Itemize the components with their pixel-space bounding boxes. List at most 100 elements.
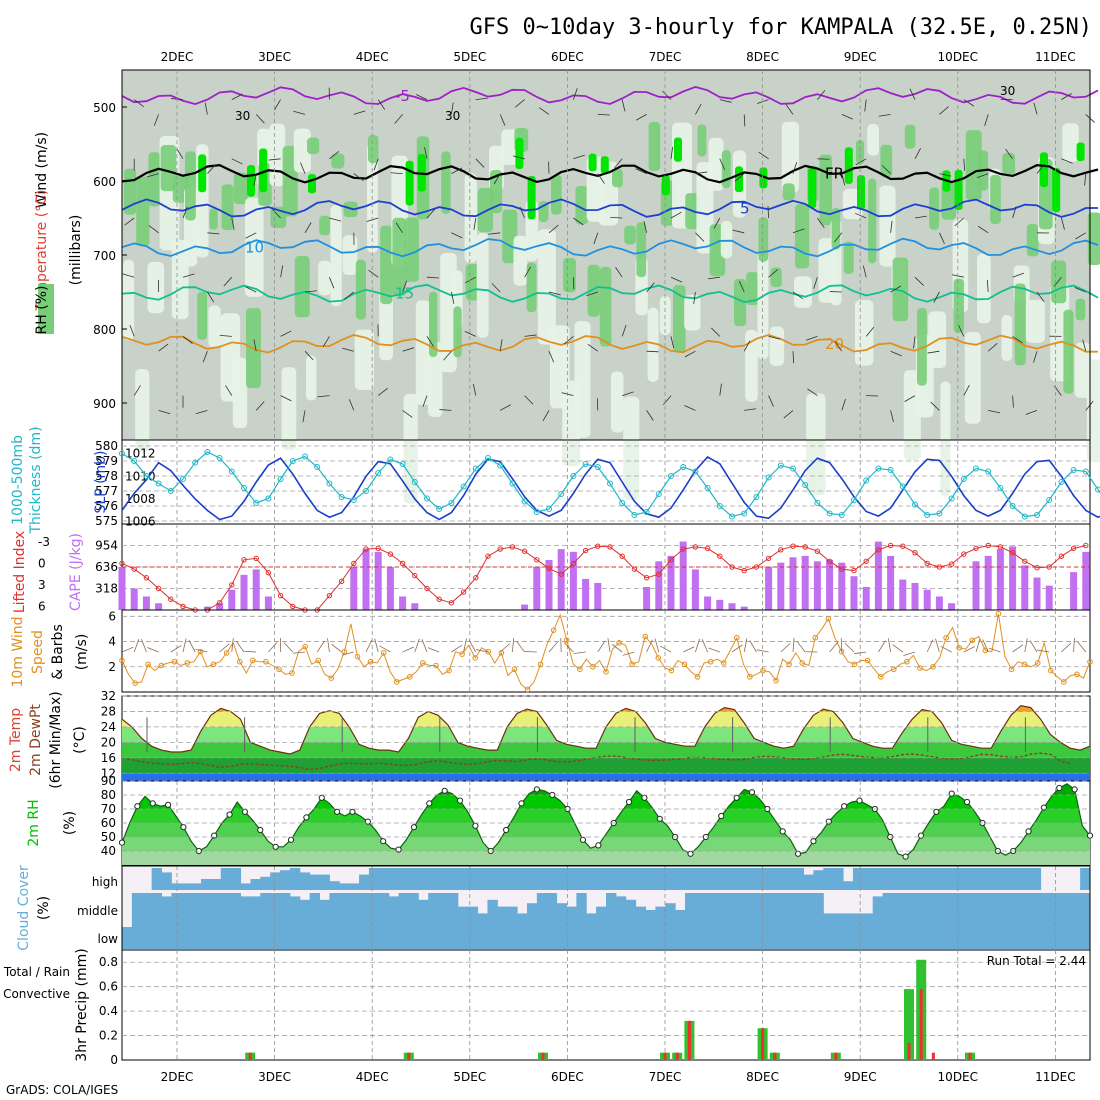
cape-bar	[374, 551, 382, 610]
wind-barb	[133, 638, 140, 653]
rh-saturated-patch	[588, 153, 597, 172]
cloud-cell-high	[299, 872, 311, 890]
thickness-point	[546, 506, 552, 512]
thickness-point	[582, 461, 589, 467]
wind-barb	[304, 222, 312, 234]
wind-speed-point	[171, 658, 178, 665]
rh-moist-patch	[319, 215, 331, 236]
wind-barb	[695, 232, 705, 242]
wind-barb	[1077, 641, 1087, 653]
wind-barb	[231, 93, 243, 100]
wind-barb	[421, 639, 428, 653]
cloud-cell-low	[131, 927, 143, 949]
wind-barb	[785, 104, 794, 115]
wind-barb	[1033, 102, 1038, 115]
rh-contour-label: 30	[1000, 84, 1015, 98]
cloud-cell-middle	[862, 913, 874, 927]
cape-bar	[350, 567, 358, 610]
cloud-cell-low	[764, 927, 775, 949]
thickness-point	[228, 468, 235, 475]
wind-barb	[695, 638, 701, 653]
li-point	[1046, 564, 1052, 570]
cape-bar	[948, 603, 956, 610]
cloud-cell-middle	[606, 893, 617, 927]
cloud-cell-low	[596, 927, 607, 949]
temp-tick-label: 28	[101, 704, 116, 718]
wind-speed-point	[550, 627, 557, 633]
wind-barb	[475, 97, 488, 100]
thickness-point	[570, 473, 577, 479]
date-label-top: 10DEC	[938, 50, 978, 64]
wind-barb	[121, 646, 134, 653]
rh-axis-label: RH (%)	[34, 286, 50, 335]
cape-bar	[984, 555, 992, 610]
cloud-cell-high	[467, 868, 479, 890]
rh-tick-label: 50	[101, 830, 116, 844]
isotherm-line	[121, 198, 1098, 218]
cloud-cell-low	[852, 927, 864, 949]
wind-barb	[792, 162, 798, 174]
thickness-axis-label: Thickness (dm)	[28, 426, 44, 534]
cloud-cell-middle	[615, 896, 627, 927]
wind-barb	[646, 350, 659, 353]
wind-barb	[807, 388, 818, 396]
wind-barb	[390, 172, 403, 174]
rh-moist-patch	[880, 144, 893, 178]
cloud-cell-middle	[477, 913, 488, 927]
thickness-point	[277, 476, 284, 482]
rh-moist-patch	[526, 262, 537, 313]
thickness-point	[692, 468, 699, 475]
cloud-cell-low	[161, 927, 172, 949]
wind-barb	[792, 638, 795, 653]
isotherm-label: FR	[825, 165, 844, 183]
wind-barb	[597, 173, 605, 184]
cloud-cell-low	[734, 927, 745, 949]
cloud-cell-middle	[714, 893, 726, 927]
wind-barb	[734, 173, 745, 182]
li-point	[643, 575, 650, 581]
cloud-cell-low	[773, 927, 785, 949]
rh-moist-patch	[477, 188, 493, 233]
thickness-point	[448, 500, 455, 506]
wind-speed-point	[890, 666, 897, 673]
cape-bar	[594, 582, 602, 610]
wind-barb	[524, 334, 537, 337]
wind-speed-point	[812, 634, 819, 641]
rh-dry-patch	[232, 357, 248, 429]
li-point	[936, 564, 943, 570]
cloud-cell-low	[823, 927, 834, 949]
cape-bar	[142, 596, 150, 610]
wind-speed-point	[472, 655, 478, 661]
cloud-cell-low	[467, 927, 479, 949]
cape-bar	[1021, 565, 1029, 610]
wind-barb	[940, 645, 952, 653]
thickness-point	[289, 458, 296, 464]
cloud-cell-high	[764, 868, 775, 890]
wind-barb	[344, 291, 355, 300]
cloud-cell-middle	[971, 893, 982, 927]
wind-barb	[646, 639, 653, 653]
li-point	[1058, 553, 1065, 559]
wind-barb	[451, 291, 455, 304]
wind-barb	[767, 205, 769, 219]
li-tick-label: 3	[38, 578, 46, 592]
rh-dry-patch	[476, 232, 489, 338]
rh-point	[687, 850, 694, 857]
rh-moist-patch	[721, 150, 731, 189]
date-label-top: 9DEC	[844, 50, 877, 64]
thickness-point	[241, 485, 247, 491]
cape-bar	[691, 569, 699, 610]
li-point	[326, 592, 333, 599]
wind-barb	[451, 102, 454, 115]
rh-moist-patch	[758, 217, 769, 262]
cloud-cell-middle	[408, 893, 419, 927]
rh-moist-patch	[599, 266, 612, 347]
li-point	[778, 547, 784, 553]
cape-bar	[1082, 551, 1090, 610]
cape-bar	[1070, 572, 1078, 610]
temp-tick-label: 12	[101, 766, 116, 780]
thickness-tick-label: 580	[95, 439, 118, 453]
wind-barb	[719, 99, 732, 103]
cloud-cell-high	[349, 883, 360, 890]
wind-barb	[353, 173, 364, 181]
